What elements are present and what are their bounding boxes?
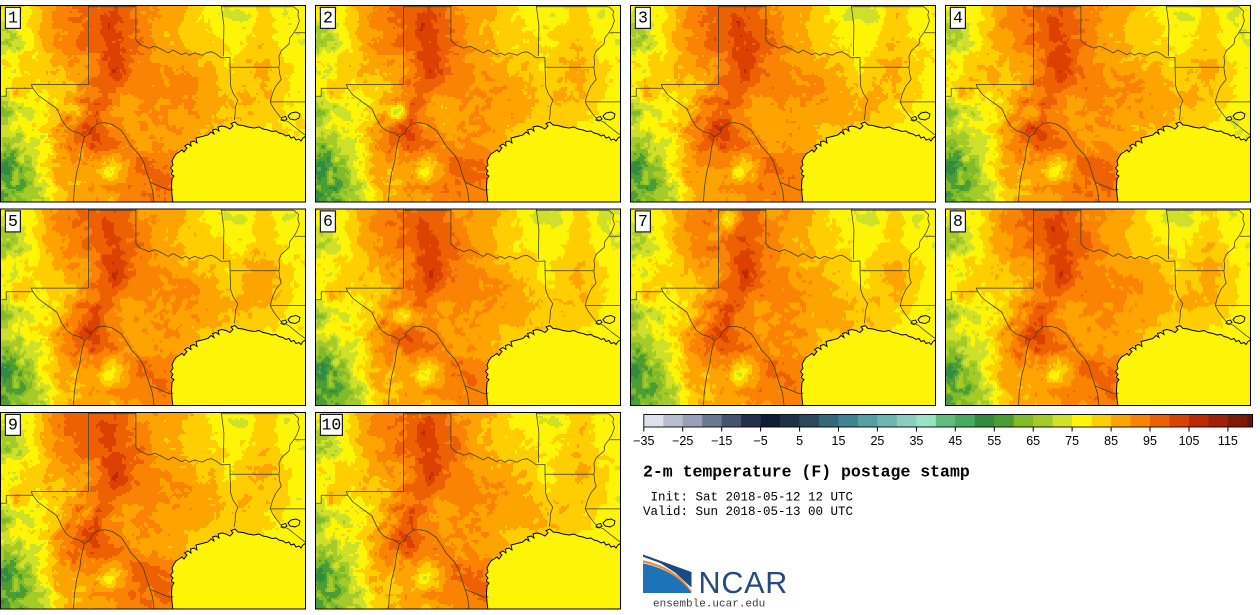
svg-text:55: 55	[987, 434, 1001, 448]
svg-text:Valid: Sun 2018-05-13 00 UTC: Valid: Sun 2018-05-13 00 UTC	[643, 505, 853, 519]
svg-text:NCAR: NCAR	[699, 566, 789, 600]
svg-text:4: 4	[953, 8, 963, 27]
svg-text:−15: −15	[711, 434, 732, 448]
svg-text:2-m temperature (F) postage st: 2-m temperature (F) postage stamp	[643, 463, 970, 482]
svg-text:95: 95	[1143, 434, 1157, 448]
svg-text:3: 3	[638, 8, 648, 27]
svg-text:85: 85	[1104, 434, 1118, 448]
svg-text:45: 45	[948, 434, 962, 448]
svg-text:Init: Sat 2018-05-12 12 UTC: Init: Sat 2018-05-12 12 UTC	[643, 491, 853, 505]
svg-text:5: 5	[8, 212, 18, 231]
svg-text:65: 65	[1026, 434, 1040, 448]
svg-text:25: 25	[870, 434, 884, 448]
svg-text:2: 2	[323, 8, 333, 27]
svg-text:10: 10	[321, 415, 341, 434]
svg-text:−25: −25	[672, 434, 693, 448]
svg-text:6: 6	[323, 212, 333, 231]
svg-text:15: 15	[832, 434, 846, 448]
svg-text:1: 1	[8, 8, 18, 27]
svg-text:8: 8	[953, 212, 963, 231]
svg-text:115: 115	[1218, 434, 1238, 448]
svg-text:35: 35	[909, 434, 923, 448]
svg-text:7: 7	[638, 212, 648, 231]
svg-text:−5: −5	[753, 434, 767, 448]
svg-text:−35: −35	[633, 434, 654, 448]
svg-text:9: 9	[8, 415, 18, 434]
svg-text:105: 105	[1179, 434, 1200, 448]
svg-text:75: 75	[1065, 434, 1079, 448]
svg-text:ensemble.ucar.edu: ensemble.ucar.edu	[653, 599, 765, 611]
svg-text:5: 5	[796, 434, 803, 448]
